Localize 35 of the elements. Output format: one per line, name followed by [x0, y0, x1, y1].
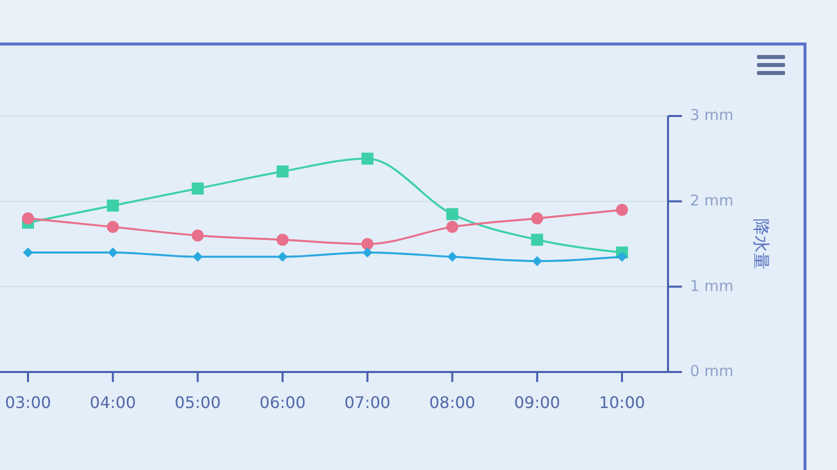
y-tick-label: 0 mm: [690, 362, 734, 380]
point: [446, 208, 458, 220]
point: [106, 220, 119, 233]
point: [23, 248, 33, 258]
y-tick-label: 2 mm: [690, 191, 734, 210]
point: [22, 212, 34, 224]
point: [108, 248, 118, 258]
x-tick-label: 06:00: [260, 393, 306, 412]
point: [192, 182, 204, 195]
point: [361, 238, 374, 250]
point: [192, 229, 204, 242]
point: [361, 152, 374, 165]
y-tick-label: 1 mm: [690, 276, 734, 295]
y-axis-title: 降水量: [750, 218, 770, 270]
point: [447, 252, 458, 262]
point: [446, 220, 458, 233]
x-tick-label: 08:00: [429, 393, 476, 412]
x-tick-label: 10:00: [598, 393, 646, 412]
point: [617, 252, 627, 262]
x-tick-label: 03:00: [4, 393, 52, 412]
x-tick-label: 09:00: [514, 393, 560, 412]
point: [106, 200, 119, 212]
x-tick-label: 07:00: [344, 393, 390, 412]
y-tick-label: 3 mm: [690, 106, 734, 124]
point: [362, 248, 372, 258]
point: [278, 252, 288, 262]
point: [276, 165, 289, 178]
x-tick-label: 04:00: [90, 393, 136, 412]
point: [616, 204, 628, 216]
point: [276, 234, 289, 246]
point: [192, 252, 203, 262]
point: [531, 212, 544, 224]
point: [532, 256, 542, 266]
point: [531, 234, 544, 246]
x-tick-label: 05:00: [174, 393, 221, 412]
